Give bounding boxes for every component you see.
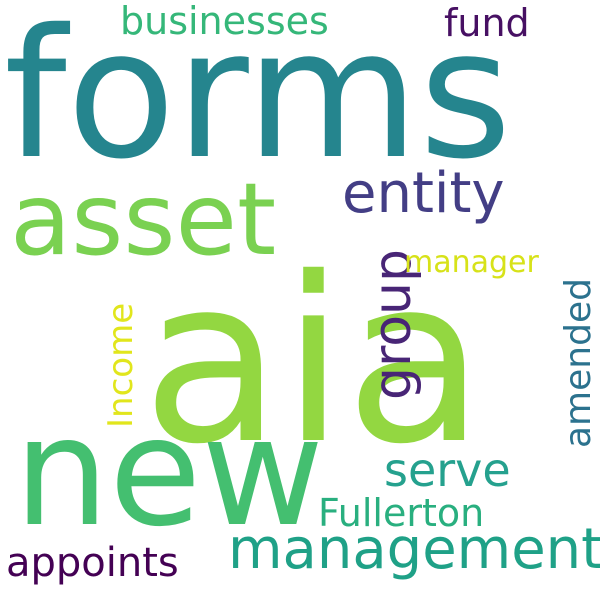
word-new: new — [14, 386, 324, 560]
word-fullerton: Fullerton — [318, 491, 484, 535]
word-serve: serve — [384, 443, 511, 497]
word-management: management — [228, 517, 600, 582]
word-asset: asset — [10, 161, 276, 278]
word-appoints: appoints — [6, 540, 179, 586]
word-amended: amended — [558, 278, 599, 448]
word-group: group — [363, 249, 423, 400]
word-forms: forms — [4, 0, 512, 198]
word-aia: aia — [142, 228, 485, 494]
word-businesses: businesses — [120, 0, 329, 43]
word-entity: entity — [342, 161, 505, 226]
word-fund: fund — [444, 1, 530, 45]
word-manager: manager — [404, 245, 540, 280]
word-income: Income — [101, 303, 141, 428]
